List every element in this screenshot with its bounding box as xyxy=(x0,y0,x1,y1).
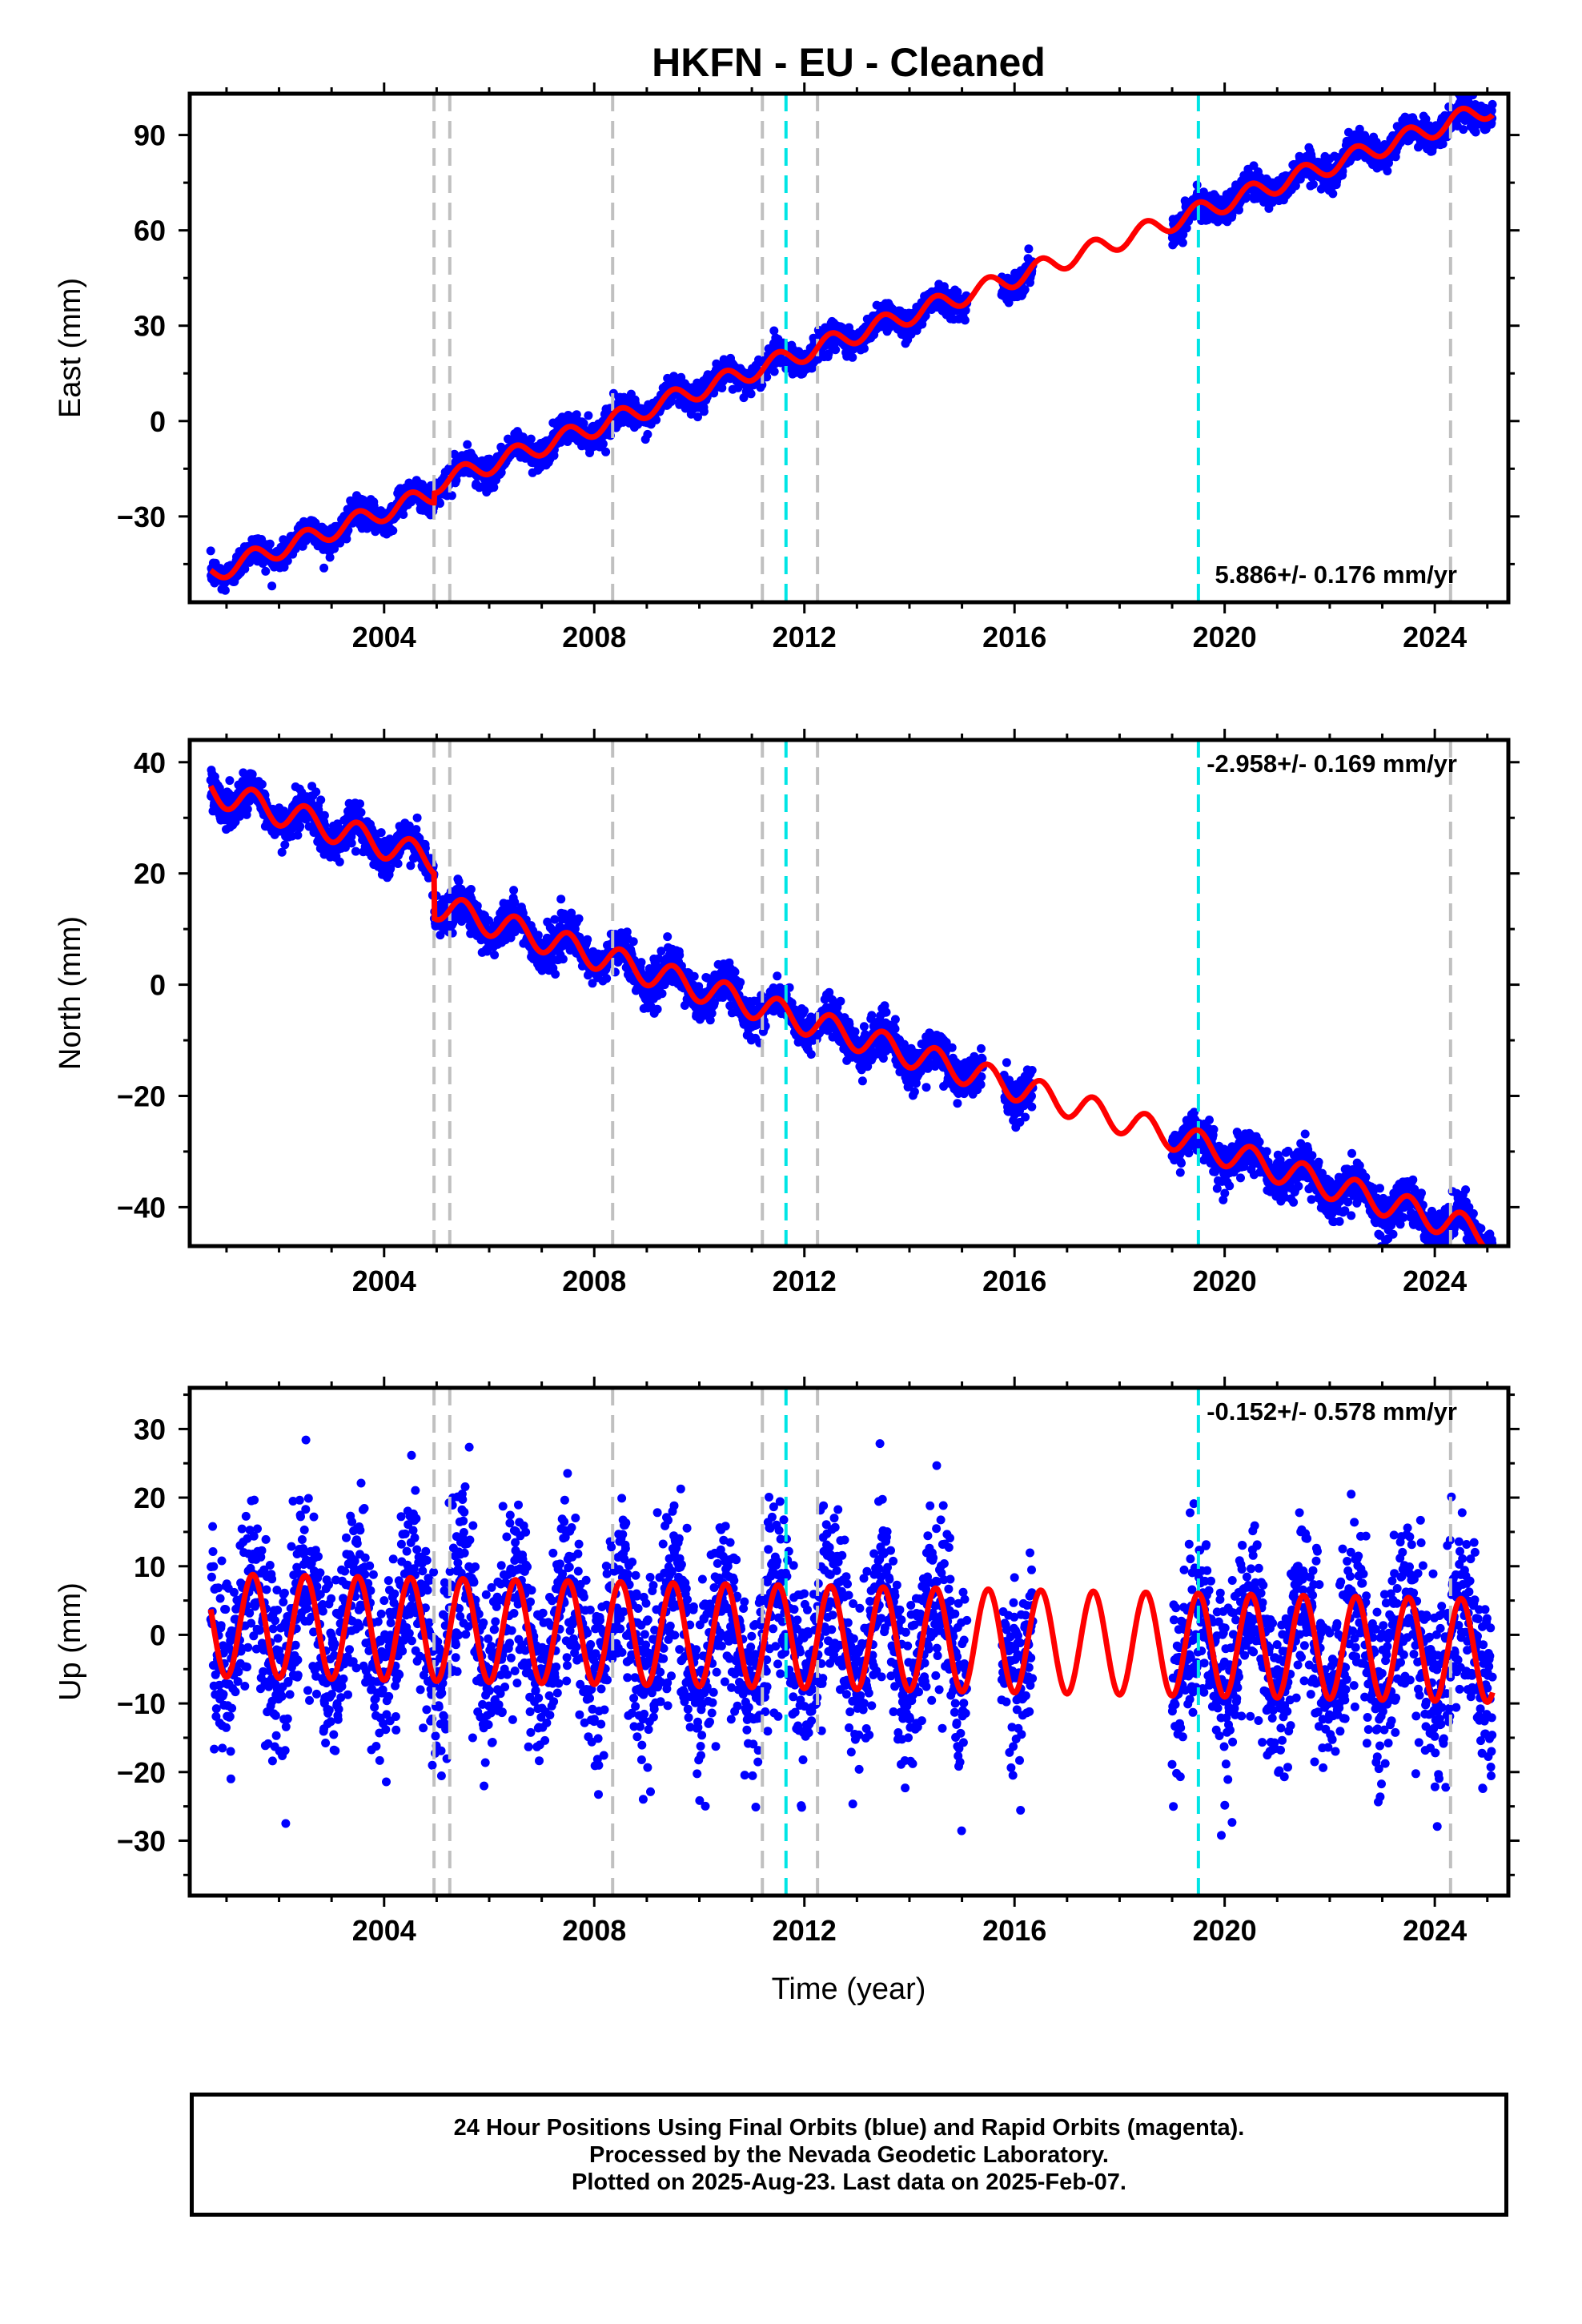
y-tick-label: 0 xyxy=(150,405,166,438)
data-point xyxy=(1020,285,1030,295)
data-point xyxy=(652,415,661,424)
data-point xyxy=(489,483,499,493)
data-point xyxy=(463,440,472,449)
data-point xyxy=(356,808,366,817)
data-point xyxy=(206,546,215,556)
data-point xyxy=(335,538,345,548)
y-tick-label: −30 xyxy=(117,501,166,533)
data-point xyxy=(240,564,250,573)
data-point xyxy=(351,846,360,856)
x-tick-label: 2020 xyxy=(1193,621,1257,653)
data-point xyxy=(335,857,344,866)
data-point xyxy=(325,553,335,562)
data-point xyxy=(533,931,543,940)
x-tick-label: 2004 xyxy=(352,621,416,653)
data-point xyxy=(574,914,584,923)
data-point xyxy=(1308,179,1318,189)
data-point xyxy=(319,563,329,573)
data-point xyxy=(572,410,581,420)
data-point xyxy=(1178,238,1187,247)
data-point xyxy=(960,316,970,325)
data-point xyxy=(598,439,608,448)
data-point xyxy=(584,411,593,420)
plot-area-1 xyxy=(206,740,1497,1246)
data-point xyxy=(466,885,476,894)
data-point xyxy=(283,556,292,565)
data-point xyxy=(319,810,329,820)
data-point xyxy=(1488,99,1497,109)
x-tick-label: 2008 xyxy=(562,621,626,653)
x-tick-label: 2016 xyxy=(982,621,1046,653)
data-point xyxy=(295,822,305,831)
data-point xyxy=(769,367,779,376)
data-point xyxy=(399,510,408,519)
data-point xyxy=(225,776,235,786)
data-point xyxy=(393,859,403,868)
data-point xyxy=(848,352,857,362)
data-point xyxy=(243,804,252,814)
data-point xyxy=(311,787,321,797)
data-point xyxy=(412,813,422,822)
data-point xyxy=(280,840,290,850)
data-point xyxy=(1383,167,1392,175)
y-tick-label: 60 xyxy=(134,215,166,247)
data-point xyxy=(355,799,364,809)
data-point xyxy=(859,344,869,353)
data-point xyxy=(388,526,398,536)
data-point xyxy=(551,970,560,979)
data-point xyxy=(746,389,756,399)
panel-0: 2004 2008 2012 2016 2020 2024 −30 0 30 60 90 East (… xyxy=(54,82,1520,653)
data-point xyxy=(583,935,592,944)
data-point xyxy=(601,447,611,456)
y-tick-label: 30 xyxy=(134,310,166,343)
velocity-label: 5.886+/- 0.176 mm/yr xyxy=(1215,561,1457,589)
data-point xyxy=(831,345,841,355)
data-point xyxy=(490,951,500,959)
plot-area-0 xyxy=(206,94,1497,602)
data-point xyxy=(342,534,351,544)
data-point xyxy=(376,828,386,838)
data-point xyxy=(1459,125,1468,135)
data-point xyxy=(436,499,444,509)
data-point xyxy=(579,419,588,428)
data-point xyxy=(454,877,464,887)
data-point xyxy=(509,886,519,895)
y-tick-label: 90 xyxy=(134,119,166,152)
data-point xyxy=(556,895,566,904)
data-point xyxy=(257,779,267,789)
data-point xyxy=(602,974,612,983)
data-point xyxy=(1471,127,1480,137)
x-tick-label: 2012 xyxy=(773,621,837,653)
data-point xyxy=(1024,244,1034,254)
data-point xyxy=(261,566,271,576)
panel-1: 2004 2008 2012 2016 2020 2024−40−2002040North… xyxy=(54,729,1520,1297)
data-point xyxy=(558,955,568,964)
data-point xyxy=(643,429,652,439)
x-tick-label: 2024 xyxy=(1403,621,1467,653)
data-point xyxy=(699,407,709,416)
data-point xyxy=(293,830,303,840)
data-point xyxy=(265,539,275,549)
data-point xyxy=(447,491,456,501)
y-axis-label: East (mm) xyxy=(54,278,87,418)
data-point xyxy=(316,795,326,805)
data-point xyxy=(220,585,230,595)
data-point xyxy=(628,937,638,947)
data-point xyxy=(267,581,277,591)
data-point xyxy=(526,434,536,444)
data-point xyxy=(636,958,646,967)
data-point xyxy=(347,838,356,848)
data-point xyxy=(330,544,339,553)
figure-title: HKFN - EU - Cleaned xyxy=(652,40,1046,85)
data-point xyxy=(1328,189,1338,199)
